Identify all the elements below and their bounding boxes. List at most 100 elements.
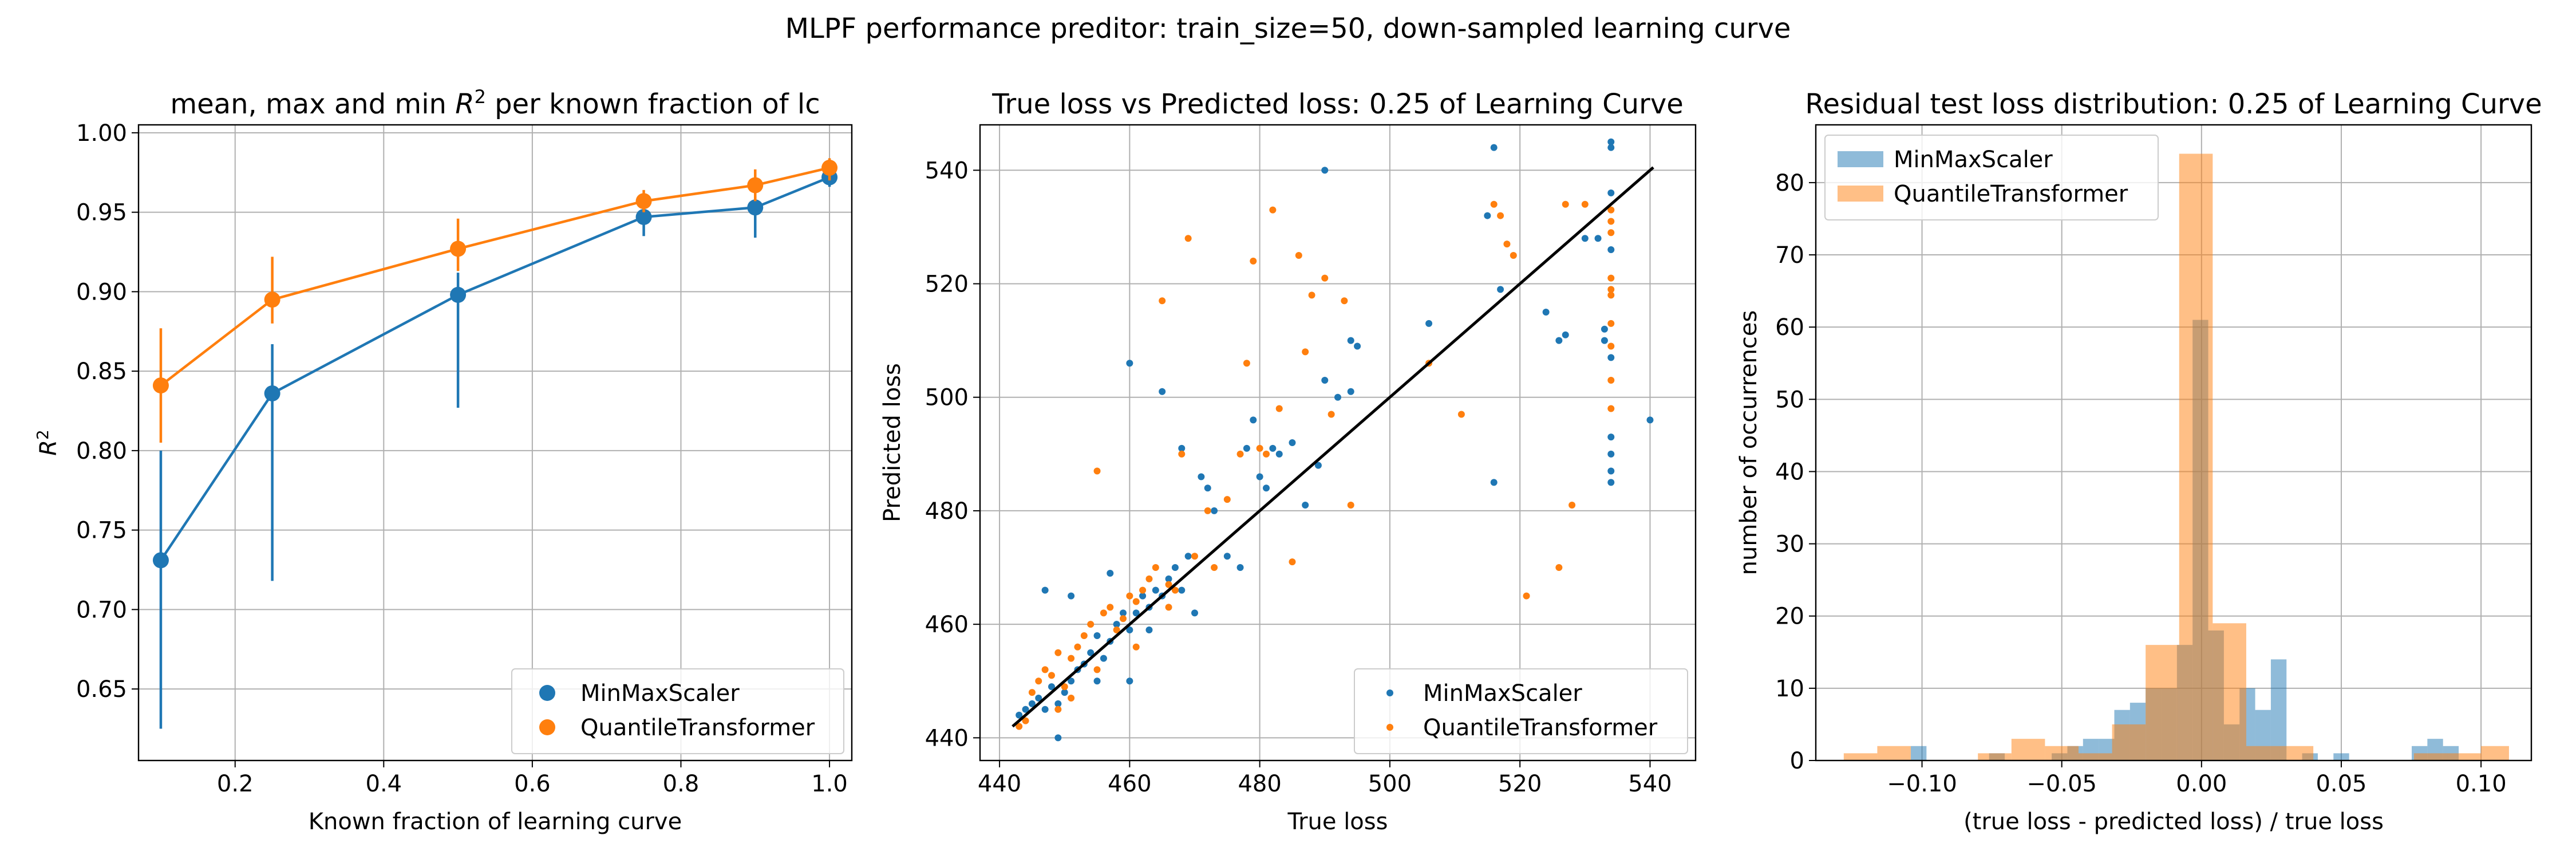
scatter-point-1-15	[1113, 626, 1120, 634]
r2-ytick-label-2: 0.75	[76, 518, 127, 544]
scatter-point-0-4	[1041, 706, 1049, 713]
scatter-ytick-label-2: 480	[925, 498, 969, 525]
scatter-point-0-28	[1178, 586, 1186, 594]
histogram-legend-box	[1824, 135, 2159, 220]
scatter-point-1-44	[1457, 411, 1465, 418]
histogram-ytick-label-8: 80	[1775, 170, 1804, 196]
scatter-point-0-54	[1581, 235, 1589, 242]
scatter-point-0-42	[1314, 462, 1322, 469]
r2-xtick-label-4: 1.0	[811, 771, 848, 797]
scatter-axes-frame	[979, 124, 1697, 762]
r2-point-0-2	[450, 286, 467, 303]
scatter-point-0-26	[1165, 575, 1172, 582]
scatter-point-1-40	[1327, 411, 1335, 418]
histogram-ytick-label-2: 20	[1775, 604, 1804, 630]
scatter-point-0-15	[1100, 655, 1107, 662]
scatter-point-1-31	[1250, 257, 1257, 265]
scatter-point-0-70	[1159, 388, 1166, 395]
scatter-point-1-18	[1132, 598, 1140, 605]
scatter-point-1-7	[1061, 683, 1068, 691]
scatter-point-1-2	[1028, 689, 1036, 696]
histogram-ytick-label-4: 40	[1775, 459, 1804, 485]
scatter-point-1-46	[1497, 212, 1504, 219]
scatter-point-0-39	[1275, 450, 1283, 458]
histogram-bar-1-18	[2447, 753, 2482, 761]
scatter-point-1-8	[1068, 655, 1075, 662]
r2-xlabel: Known fraction of learning curve	[309, 809, 682, 835]
r2-ylabel-sup: 2	[33, 430, 52, 440]
r2-legend-label-minmax: MinMaxScaler	[580, 680, 740, 707]
scatter-xlabel: True loss	[1287, 809, 1388, 835]
scatter-point-0-72	[1068, 592, 1075, 600]
scatter-point-0-66	[1607, 189, 1615, 196]
scatter-panel: 440 460 480 500 520 540 440 460 480 500 520 540 Tru…	[879, 88, 1697, 835]
scatter-point-1-28	[1204, 507, 1211, 514]
scatter-point-0-75	[1178, 444, 1186, 452]
histogram-xlabel: (true loss - predicted loss) / true loss	[1963, 809, 2384, 835]
r2-xtick-label-3: 0.8	[663, 771, 700, 797]
scatter-point-1-58	[1607, 206, 1615, 214]
r2-ticks: 0.2 0.4 0.6 0.8 1.0 0.65 0.70 0.75 0.80 0.85 0.90 0…	[76, 120, 848, 797]
histogram-xtick-label-0: −0.10	[1887, 771, 1957, 797]
scatter-xtick-label-2: 480	[1238, 771, 1281, 797]
scatter-point-1-34	[1275, 405, 1283, 412]
scatter-point-1-66	[1093, 666, 1101, 673]
histogram-bar-1-7	[2078, 753, 2112, 761]
scatter-point-1-65	[1068, 694, 1075, 702]
scatter-point-0-20	[1126, 677, 1133, 685]
scatter-point-0-24	[1152, 586, 1159, 594]
r2-point-1-2	[450, 241, 467, 257]
histogram-ytick-label-3: 30	[1775, 531, 1804, 558]
scatter-point-0-22	[1139, 592, 1147, 600]
scatter-point-0-21	[1132, 609, 1140, 617]
scatter-point-1-67	[1132, 643, 1140, 651]
scatter-point-0-6	[1054, 700, 1062, 707]
scatter-xtick-label-5: 540	[1628, 771, 1672, 797]
r2-ytick-label-6: 0.95	[76, 200, 127, 226]
scatter-point-1-35	[1289, 558, 1296, 566]
scatter-point-0-61	[1607, 434, 1615, 441]
scatter-point-0-67	[1646, 416, 1654, 424]
scatter-point-0-40	[1289, 439, 1296, 446]
scatter-panel-title: True loss vs Predicted loss: 0.25 of Lea…	[991, 88, 1684, 120]
histogram-bar-1-6	[2045, 746, 2079, 761]
scatter-point-0-56	[1601, 325, 1608, 333]
scatter-point-0-33	[1211, 507, 1218, 514]
scatter-point-1-29	[1223, 496, 1231, 503]
scatter-point-0-30	[1191, 609, 1198, 617]
scatter-point-0-78	[1347, 388, 1354, 395]
histogram-panel-title: Residual test loss distribution: 0.25 of…	[1805, 88, 2542, 120]
scatter-point-0-50	[1497, 286, 1504, 293]
r2-title-sup: 2	[475, 86, 486, 108]
scatter-point-1-50	[1555, 564, 1563, 572]
scatter-ylabel: Predicted loss	[879, 363, 906, 522]
scatter-point-1-48	[1510, 251, 1517, 259]
histogram-legend-swatch-minmax	[1838, 151, 1883, 167]
scatter-point-1-39	[1321, 274, 1329, 282]
scatter-point-0-18	[1120, 609, 1127, 617]
histogram-bar-1-11	[2212, 623, 2246, 761]
histogram-bar-1-17	[2413, 753, 2448, 761]
scatter-point-1-19	[1139, 586, 1147, 594]
r2-point-0-4	[747, 199, 764, 216]
scatter-point-1-20	[1145, 575, 1153, 582]
scatter-point-1-3	[1035, 677, 1042, 685]
scatter-point-0-5	[1048, 683, 1055, 691]
scatter-point-0-77	[1269, 444, 1277, 452]
scatter-point-1-62	[1607, 405, 1615, 412]
scatter-point-1-36	[1295, 251, 1302, 259]
scatter-point-1-0	[1016, 723, 1023, 730]
r2-ytick-label-1: 0.70	[76, 597, 127, 623]
scatter-point-1-21	[1152, 564, 1159, 572]
scatter-point-1-30	[1243, 360, 1250, 367]
scatter-point-1-71	[1256, 444, 1263, 452]
histogram-ytick-label-0: 0	[1790, 748, 1804, 774]
scatter-legend-box	[1354, 668, 1688, 754]
scatter-point-0-79	[1484, 212, 1491, 219]
scatter-xtick-label-0: 440	[978, 771, 1021, 797]
scatter-point-0-60	[1607, 246, 1615, 254]
scatter-point-1-27	[1191, 553, 1198, 560]
scatter-point-0-32	[1204, 484, 1211, 492]
scatter-point-1-23	[1165, 581, 1172, 588]
